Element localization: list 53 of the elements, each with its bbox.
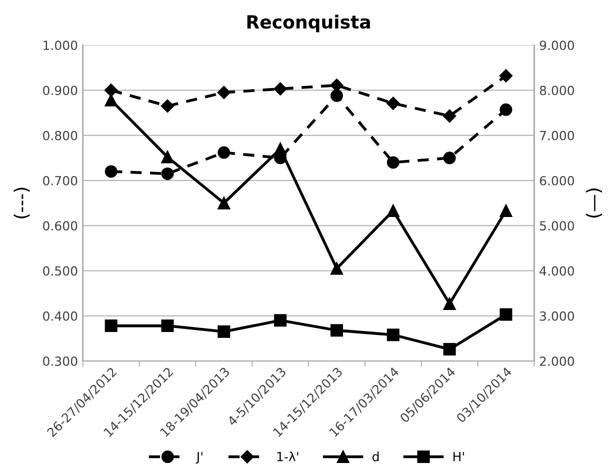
point (443, 343, 456, 356)
legend-label: H' (453, 452, 464, 462)
y-tick-label: 0.300 (43, 356, 78, 366)
point (161, 150, 174, 164)
point (443, 152, 456, 164)
point (443, 297, 456, 310)
point (217, 86, 231, 100)
point (274, 82, 287, 96)
point (274, 142, 287, 156)
y2-tick-label: 3.000 (540, 311, 574, 321)
point (386, 96, 400, 110)
point (104, 165, 118, 178)
point (500, 308, 512, 321)
y-axis-title: (---) (14, 188, 30, 218)
point (160, 99, 174, 113)
point (218, 196, 230, 210)
y2-tick-label: 5.000 (540, 221, 574, 231)
point (500, 103, 512, 116)
y-tick-label: 0.700 (43, 176, 78, 186)
point (386, 156, 400, 169)
y2-tick-label: 9.000 (540, 40, 574, 50)
point (161, 167, 174, 180)
y2-tick-label: 4.000 (540, 266, 574, 276)
point (386, 328, 400, 342)
point (330, 324, 343, 337)
point (499, 69, 513, 82)
y2-tick-label: 7.000 (540, 130, 574, 140)
point (500, 204, 512, 217)
point (274, 314, 287, 327)
point (104, 320, 118, 332)
point (330, 262, 343, 275)
y2-axis-title: (—) (586, 188, 602, 218)
y-tick-label: 0.600 (43, 221, 78, 231)
point (218, 146, 230, 159)
point (161, 320, 174, 332)
y2-tick-label: 6.000 (540, 176, 574, 186)
y-tick-label: 0.900 (43, 86, 78, 96)
chart-title: Reconquista (247, 14, 370, 32)
point (330, 78, 344, 92)
y-tick-label: 0.500 (43, 266, 78, 276)
point (330, 89, 343, 102)
point (104, 84, 118, 97)
legend-label: d (372, 452, 379, 462)
point (442, 109, 456, 123)
y2-tick-label: 8.000 (540, 86, 574, 96)
y-tick-label: 0.400 (43, 311, 78, 321)
y-tick-label: 1.000 (44, 40, 78, 50)
legend-label: J' (196, 452, 202, 464)
y-tick-label: 0.800 (43, 130, 78, 140)
point (386, 204, 400, 217)
legend-label: 1-λ' (277, 452, 298, 462)
y2-tick-label: 2.000 (540, 356, 574, 366)
point (218, 325, 230, 338)
